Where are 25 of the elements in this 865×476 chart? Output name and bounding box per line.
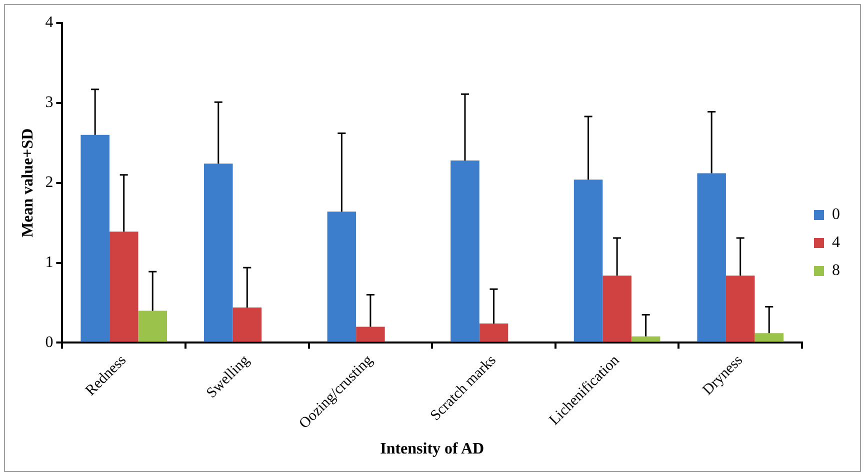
bar [479, 324, 508, 342]
bar [80, 134, 110, 342]
legend-label: 4 [832, 234, 840, 252]
bar [327, 212, 356, 342]
x-axis-title: Intensity of AD [380, 440, 484, 458]
y-tick-label: 3 [45, 94, 54, 112]
bar [631, 336, 660, 342]
y-tick-label: 2 [45, 174, 54, 192]
bar [574, 180, 603, 342]
bar [450, 160, 480, 342]
bar [232, 308, 262, 342]
bar [138, 310, 168, 342]
y-axis-title: Mean value+SD [20, 128, 37, 238]
bar [726, 276, 755, 342]
y-tick-label: 4 [45, 14, 54, 32]
bar [204, 164, 233, 342]
y-tick-label: 0 [45, 334, 54, 351]
bar [356, 326, 385, 342]
y-tick-label: 1 [45, 254, 54, 271]
bar [109, 232, 138, 342]
bar [697, 173, 726, 342]
bar [754, 333, 784, 342]
bar [602, 276, 632, 342]
legend-label: 0 [832, 206, 840, 224]
legend-label: 8 [832, 262, 840, 280]
